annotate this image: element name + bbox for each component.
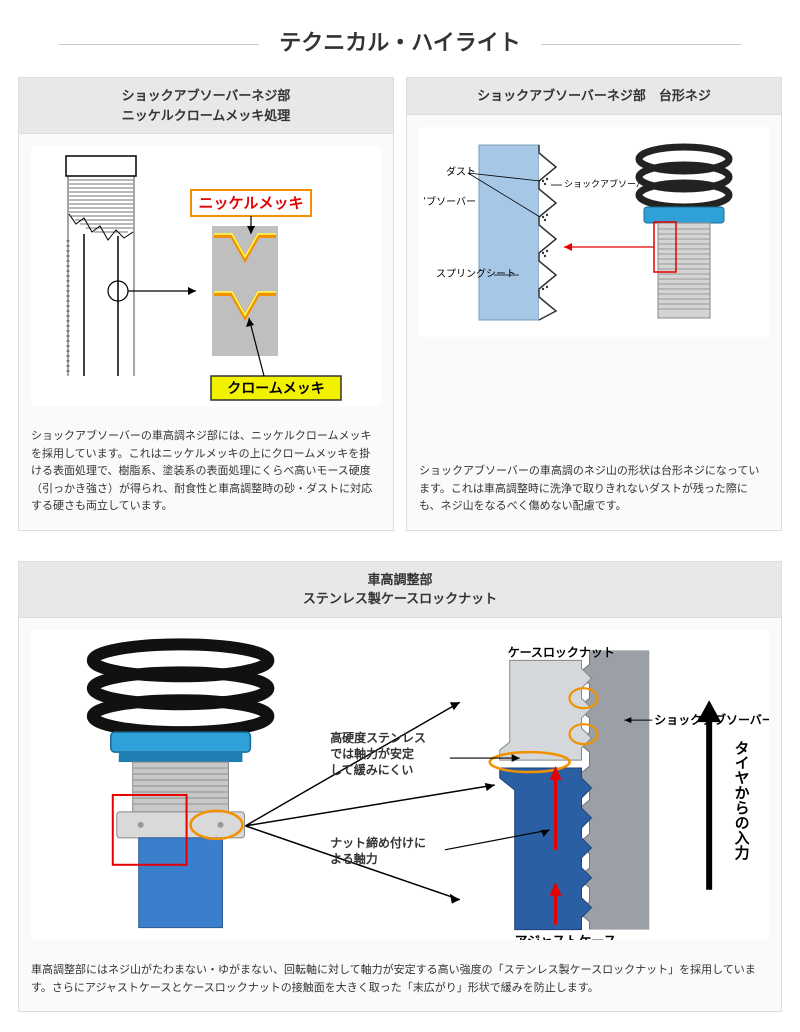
label-spring-seat: スプリングシート bbox=[436, 267, 516, 280]
label-nut-force: ナット締め付けに よる軸力 bbox=[330, 835, 450, 867]
page-title: テクニカル・ハイライト bbox=[0, 0, 800, 77]
section1-diagram: ニッケルメッキ クロームメッキ bbox=[31, 146, 381, 406]
section2-desc: ショックアブソーバーの車高調のネジ山の形状は台形ネジになっています。これは車高調… bbox=[407, 453, 781, 530]
section1-title: ショックアブソーバーネジ部 ニッケルクロームメッキ処理 bbox=[19, 78, 393, 134]
section-nickel-chrome: ショックアブソーバーネジ部 ニッケルクロームメッキ処理 bbox=[18, 77, 394, 531]
label-absorber-s2: ショックアブソーバー bbox=[424, 195, 476, 208]
label-stainless: 高硬度ステンレス では軸力が安定 して緩みにくい bbox=[330, 730, 455, 778]
section3-diagram: ケースロックナット ショックアブソーバー アジャストケース 高硬度ステンレス で… bbox=[31, 630, 769, 940]
section2-title: ショックアブソーバーネジ部 台形ネジ bbox=[407, 78, 781, 115]
section1-desc: ショックアブソーバーの車高調ネジ部には、ニッケルクロームメッキを採用しています。… bbox=[19, 418, 393, 530]
section3-title: 車高調整部 ステンレス製ケースロックナット bbox=[19, 562, 781, 618]
label-dust: ダスト bbox=[446, 165, 476, 178]
section-trapezoidal-thread: ショックアブソーバーネジ部 台形ネジ ダスト bbox=[406, 77, 782, 531]
label-chrome: クロームメッキ bbox=[227, 380, 325, 396]
section2-diagram: ダスト ショックアブソーバー ショックアブソーバー スプリングシート bbox=[419, 127, 769, 337]
label-tire-input: タイヤからの入力 bbox=[733, 740, 750, 861]
section-lock-nut: 車高調整部 ステンレス製ケースロックナット bbox=[18, 561, 782, 1012]
label-adjust-case: アジャストケース bbox=[515, 934, 617, 940]
label-nickel: ニッケルメッキ bbox=[198, 195, 303, 212]
section3-desc: 車高調整部にはネジ山がたわまない・ゆがまない、回転軸に対して軸力が安定する高い強… bbox=[19, 952, 781, 1011]
label-lock-nut: ケースロックナット bbox=[508, 645, 615, 659]
top-row: ショックアブソーバーネジ部 ニッケルクロームメッキ処理 bbox=[0, 77, 800, 561]
